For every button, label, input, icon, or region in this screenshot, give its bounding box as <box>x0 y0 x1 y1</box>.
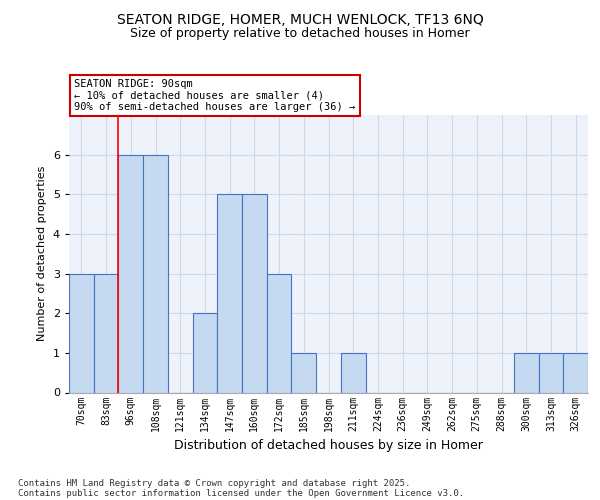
Y-axis label: Number of detached properties: Number of detached properties <box>37 166 47 342</box>
Text: Contains HM Land Registry data © Crown copyright and database right 2025.: Contains HM Land Registry data © Crown c… <box>18 478 410 488</box>
Text: Contains public sector information licensed under the Open Government Licence v3: Contains public sector information licen… <box>18 488 464 498</box>
Bar <box>514 353 539 393</box>
Bar <box>242 194 267 392</box>
Bar <box>193 313 217 392</box>
Bar <box>267 274 292 392</box>
Bar <box>341 353 365 393</box>
X-axis label: Distribution of detached houses by size in Homer: Distribution of detached houses by size … <box>174 439 483 452</box>
Text: SEATON RIDGE, HOMER, MUCH WENLOCK, TF13 6NQ: SEATON RIDGE, HOMER, MUCH WENLOCK, TF13 … <box>116 12 484 26</box>
Bar <box>563 353 588 393</box>
Bar <box>69 274 94 392</box>
Text: Size of property relative to detached houses in Homer: Size of property relative to detached ho… <box>130 28 470 40</box>
Bar <box>118 154 143 392</box>
Bar <box>217 194 242 392</box>
Bar <box>292 353 316 393</box>
Bar <box>143 154 168 392</box>
Bar <box>94 274 118 392</box>
Bar <box>539 353 563 393</box>
Text: SEATON RIDGE: 90sqm
← 10% of detached houses are smaller (4)
90% of semi-detache: SEATON RIDGE: 90sqm ← 10% of detached ho… <box>74 79 355 112</box>
